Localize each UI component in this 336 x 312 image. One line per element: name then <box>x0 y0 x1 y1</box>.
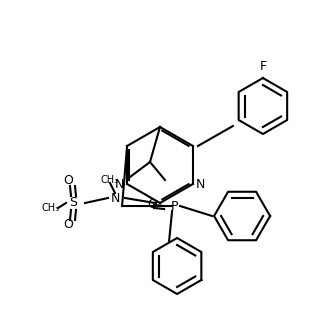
Text: N: N <box>114 178 124 191</box>
Text: O: O <box>63 218 73 232</box>
Text: S: S <box>69 197 77 209</box>
Text: O: O <box>147 197 157 211</box>
Text: N: N <box>196 178 206 191</box>
Text: O: O <box>63 174 73 188</box>
Text: N: N <box>110 192 120 204</box>
Text: CH₃: CH₃ <box>101 175 119 185</box>
Text: P: P <box>170 199 178 212</box>
Text: F: F <box>259 60 266 72</box>
Text: CH₃: CH₃ <box>42 203 60 213</box>
